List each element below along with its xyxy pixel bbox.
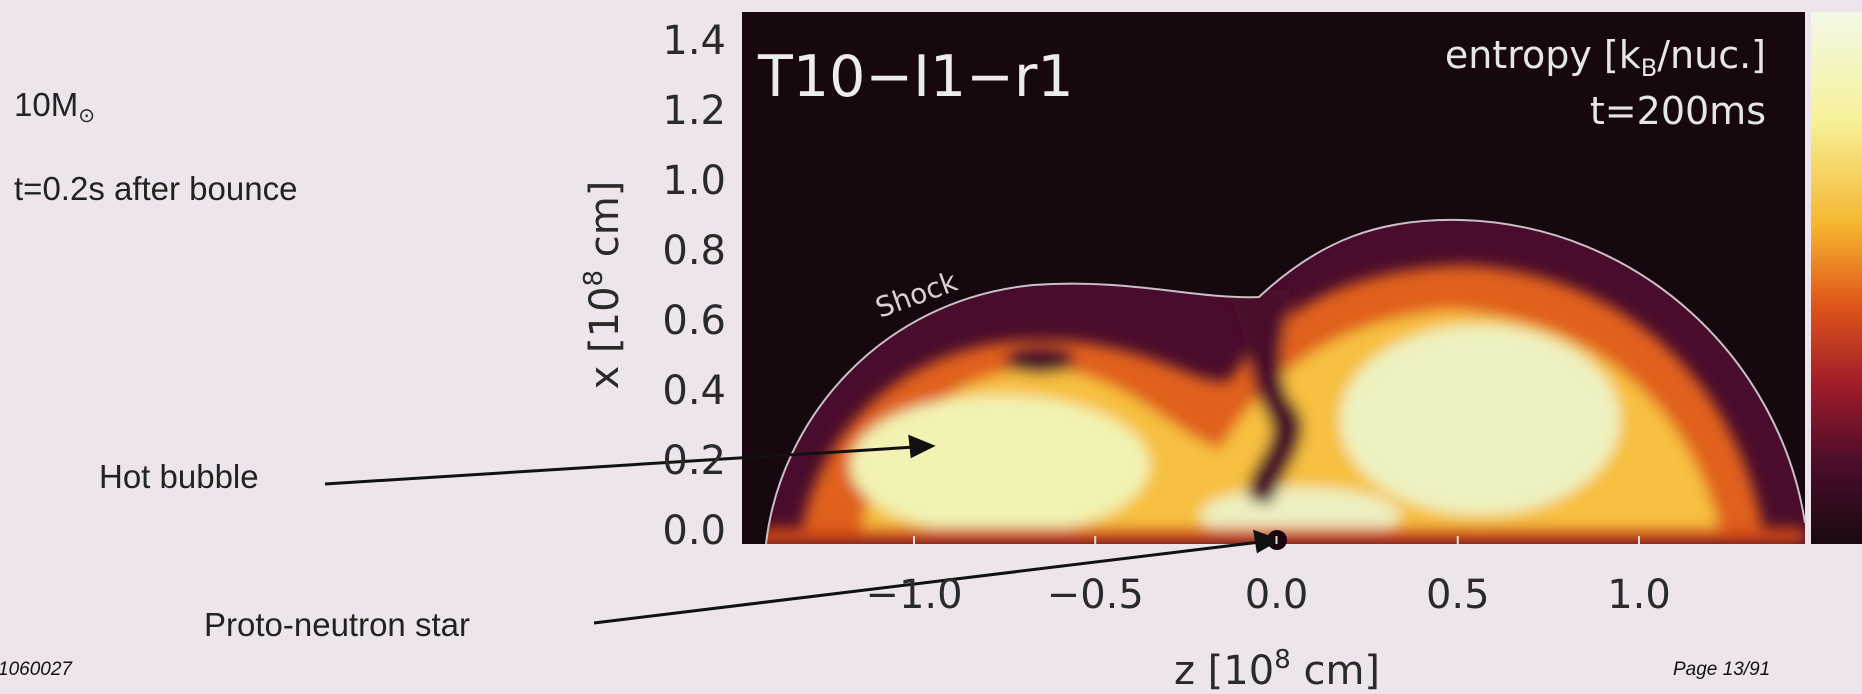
y-tick-label: 1.0 (662, 158, 726, 204)
entropy-map: Shock T10−I1−r1 entropy [kB/nuc.] t=200m… (742, 12, 1805, 550)
y-tick-label: 1.4 (662, 18, 726, 64)
y-tick-label: 0.2 (662, 438, 726, 484)
y-tick-label: 0.6 (662, 298, 726, 344)
time-label: t=200ms (1590, 89, 1766, 133)
page-number: Page 13/91 (1673, 659, 1770, 680)
x-tick-label: 1.0 (1607, 572, 1671, 618)
quantity-tail: /nuc.] (1657, 33, 1766, 77)
quantity-label: entropy [kB/nuc.] (1445, 33, 1766, 82)
slide: 10M⊙ t=0.2s after bounce Hot bubble Prot… (0, 0, 1862, 694)
x-label-text: z [10 (1174, 648, 1274, 694)
colorbar (1811, 12, 1862, 544)
x-label-tail: cm] (1291, 648, 1380, 694)
y-tick-label: 0.0 (662, 508, 726, 554)
y-tick-label: 0.4 (662, 368, 726, 414)
y-label-sup: 8 (579, 270, 609, 287)
time-note: t=0.2s after bounce (14, 170, 297, 207)
hot-bubble-label: Hot bubble (99, 458, 259, 495)
y-label-tail: cm] (582, 181, 628, 270)
mass-label: 10M⊙ (14, 86, 95, 127)
footer-id: 1060027 (0, 659, 73, 680)
y-axis-label: x [108 cm] (579, 181, 628, 390)
x-tick-label: −0.5 (1047, 572, 1144, 618)
mass-text: 10M (14, 86, 78, 123)
x-label-sup: 8 (1274, 645, 1291, 675)
model-name: T10−I1−r1 (757, 44, 1074, 110)
quantity-text: entropy [k (1445, 33, 1641, 77)
quantity-sub: B (1641, 54, 1657, 82)
y-tick-label: 0.8 (662, 228, 726, 274)
x-tick-label: 0.0 (1245, 572, 1309, 618)
x-axis-label: z [108 cm] (1174, 645, 1380, 694)
mass-sub: ⊙ (78, 105, 95, 127)
x-tick-label: −1.0 (865, 572, 962, 618)
y-label-text: x [10 (582, 286, 628, 389)
pns-label: Proto-neutron star (204, 606, 470, 643)
x-tick-label: 0.5 (1426, 572, 1490, 618)
y-tick-label: 1.2 (662, 88, 726, 134)
